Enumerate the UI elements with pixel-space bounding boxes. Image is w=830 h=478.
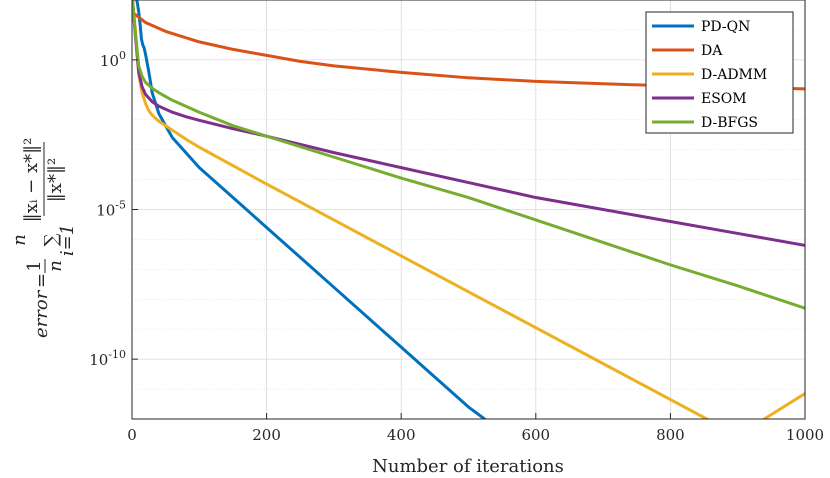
- y-tick-exponent: -5: [115, 199, 126, 212]
- legend-entry: DA: [652, 43, 723, 59]
- tick-marks: [131, 59, 806, 419]
- y-tick-exponent: 0: [119, 49, 126, 62]
- x-tick-label: 1000: [786, 426, 824, 444]
- x-tick-label: 400: [387, 426, 416, 444]
- legend-label: D-ADMM: [701, 67, 767, 83]
- y-label-sum-top: n: [9, 234, 30, 246]
- legend-entry: ESOM: [652, 91, 747, 107]
- y-label-numerator: ‖xᵢ − x*‖²: [21, 138, 42, 223]
- legend-entry: PD-QN: [652, 19, 750, 35]
- x-tick-label: 600: [521, 426, 550, 444]
- x-tick-label: 200: [252, 426, 281, 444]
- x-tick-labels: 0 200 400 600 800 1000: [127, 426, 824, 444]
- y-label-n: n: [45, 260, 66, 272]
- legend: PD-QN DA D-ADMM ESOM D-BFGS: [645, 11, 794, 134]
- series-line-pd-qn: [132, 0, 488, 419]
- series-lines: [132, 0, 805, 419]
- x-tick-label: 800: [656, 426, 685, 444]
- y-tick-base: 10: [89, 351, 108, 369]
- y-label-denominator: ‖x*‖²: [45, 158, 66, 202]
- legend-label: PD-QN: [701, 19, 750, 35]
- legend-entry: D-ADMM: [652, 67, 767, 83]
- y-label-one: 1: [24, 260, 45, 271]
- y-tick-label: 10-10: [89, 348, 126, 369]
- y-tick-exponent: -10: [108, 348, 126, 361]
- y-label-error: error: [31, 289, 52, 338]
- y-tick-labels: 100 10-5 10-10: [89, 49, 126, 369]
- y-tick-label: 10-5: [96, 199, 126, 220]
- legend-label: D-BFGS: [701, 115, 758, 131]
- series-line-esom: [132, 0, 805, 247]
- legend-label: DA: [701, 43, 723, 59]
- y-label-sum-bottom: i=1: [57, 224, 78, 256]
- legend-entry: D-BFGS: [652, 115, 758, 131]
- y-axis-label: error = 1 n n ∑ i=1 ‖xᵢ − x*‖² ‖x*‖²: [9, 138, 78, 338]
- x-tick-label: 0: [127, 426, 137, 444]
- y-tick-label: 100: [100, 49, 126, 70]
- y-tick-base: 10: [96, 202, 115, 220]
- y-label-equals: =: [31, 273, 52, 288]
- minor-gridlines: [132, 29, 805, 390]
- series-line-d-admm: [132, 0, 805, 419]
- y-tick-base: 10: [100, 52, 119, 70]
- x-axis-label: Number of iterations: [372, 456, 564, 477]
- legend-label: ESOM: [701, 91, 747, 107]
- series-line-d-bfgs: [132, 0, 805, 310]
- y-label-sigma: ∑: [41, 233, 62, 246]
